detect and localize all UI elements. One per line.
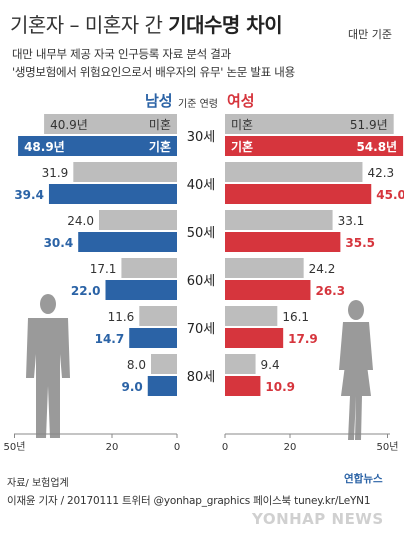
- female-married-value: 35.5: [345, 236, 375, 250]
- male-unmarried-value: 40.9년: [50, 118, 88, 132]
- female-unmarried-series-label: 미혼: [231, 118, 253, 132]
- male-unmarried-value: 31.9: [42, 166, 69, 180]
- female-unmarried-value: 51.9년: [350, 118, 388, 132]
- male-married-bar: [48, 184, 178, 204]
- male-married-series-label: 기혼: [149, 139, 171, 154]
- footer-bar: [0, 490, 404, 539]
- category-label: 80세: [187, 370, 216, 385]
- subtitle-line-2: '생명보험에서 위험요인으로서 배우자의 유무' 논문 발표 내용: [12, 65, 295, 79]
- female-unmarried-bar: [225, 258, 304, 278]
- female-married-value: 54.8년: [356, 140, 397, 154]
- category-label: 70세: [187, 322, 216, 337]
- female-married-bar: [225, 280, 311, 300]
- female-unmarried-value: 9.4: [261, 358, 280, 372]
- male-married-bar: [78, 232, 177, 252]
- source-note: 자료/ 보험업계: [7, 478, 69, 489]
- male-unmarried-bar: [139, 306, 177, 326]
- male-unmarried-bar: [151, 354, 177, 374]
- female-married-bar: [225, 328, 284, 348]
- male-unmarried-value: 11.6: [108, 310, 135, 324]
- female-married-bar: [225, 376, 261, 396]
- female-married-series-label: 기혼: [231, 139, 253, 154]
- female-married-value: 45.0: [376, 188, 404, 202]
- male-married-bar: [147, 376, 177, 396]
- page-title: 기혼자 – 미혼자 간 기대수명 차이: [10, 13, 283, 37]
- female-married-value: 26.3: [315, 284, 345, 298]
- x-tick-label-right: 20: [284, 442, 297, 453]
- female-unmarried-value: 42.3: [367, 166, 394, 180]
- male-married-value: 39.4: [14, 188, 44, 202]
- x-tick-label-right: 0: [222, 442, 228, 453]
- watermark: YONHAP NEWS: [252, 510, 384, 528]
- x-tick-label-left: 50년: [4, 441, 26, 453]
- yonhap-logo: 연합뉴스: [344, 473, 383, 485]
- subtitle-line-1: 대만 내무부 제공 자국 인구등록 자료 분석 결과: [12, 47, 231, 61]
- male-married-bar: [105, 280, 177, 300]
- male-married-value: 30.4: [44, 236, 74, 250]
- female-married-bar: [225, 232, 341, 252]
- female-silhouette: [339, 300, 373, 440]
- female-label: 여성: [227, 92, 255, 110]
- credit-line: 이재윤 기자 / 20170111 트위터 @yonhap_graphics 페…: [7, 495, 371, 507]
- male-married-value: 9.0: [121, 380, 142, 394]
- female-unmarried-bar: [225, 354, 256, 374]
- category-label: 60세: [187, 274, 216, 289]
- x-tick-label-left: 0: [174, 442, 180, 453]
- category-label: 40세: [187, 178, 216, 193]
- female-unmarried-value: 33.1: [338, 214, 365, 228]
- female-married-value: 17.9: [288, 332, 318, 346]
- female-married-bar: [225, 184, 372, 204]
- male-married-bar: [129, 328, 177, 348]
- male-unmarried-value: 17.1: [90, 262, 117, 276]
- male-married-value: 48.9년: [24, 140, 65, 154]
- unit-note: 대만 기준: [348, 28, 392, 41]
- female-unmarried-bar: [225, 306, 278, 326]
- female-married-value: 10.9: [265, 380, 295, 394]
- male-silhouette: [26, 294, 70, 438]
- male-unmarried-value: 8.0: [127, 358, 146, 372]
- x-tick-label-left: 20: [106, 442, 119, 453]
- male-unmarried-value: 24.0: [67, 214, 94, 228]
- x-tick-label-right: 50년: [377, 441, 399, 453]
- male-label: 남성: [145, 92, 173, 110]
- category-label: 50세: [187, 226, 216, 241]
- female-unmarried-bar: [225, 114, 394, 134]
- female-unmarried-bar: [225, 210, 333, 230]
- male-unmarried-bar: [44, 114, 178, 134]
- male-unmarried-bar: [73, 162, 177, 182]
- axis-title: 기준 연령: [178, 99, 218, 110]
- female-unmarried-value: 24.2: [309, 262, 336, 276]
- male-unmarried-bar: [99, 210, 177, 230]
- male-unmarried-series-label: 미혼: [149, 118, 171, 132]
- female-married-bar: [225, 136, 404, 156]
- male-married-value: 22.0: [71, 284, 101, 298]
- male-married-bar: [18, 136, 178, 156]
- category-label: 30세: [187, 130, 216, 145]
- male-married-value: 14.7: [95, 332, 125, 346]
- female-unmarried-value: 16.1: [282, 310, 309, 324]
- male-unmarried-bar: [121, 258, 177, 278]
- female-unmarried-bar: [225, 162, 363, 182]
